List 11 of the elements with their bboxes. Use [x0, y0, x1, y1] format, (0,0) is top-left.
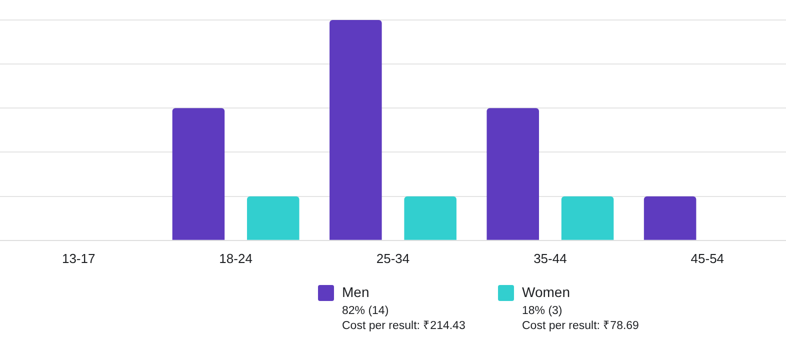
x-tick-label: 18-24 — [219, 250, 252, 266]
legend-label: Men — [342, 284, 370, 300]
text: Cost per result: ₹78.69 — [522, 319, 639, 334]
x-tick-label: 35-44 — [534, 250, 567, 266]
x-tick-label: 13-17 — [62, 250, 96, 266]
text: 18% (3) — [522, 304, 564, 319]
x-tick-label: 45-54 — [690, 250, 724, 266]
text: Cost per result: ₹214.43 — [342, 319, 466, 334]
x-tick-label: 25-34 — [376, 250, 410, 266]
text: 82% (14) — [342, 304, 390, 319]
legend-label: Women — [522, 284, 571, 300]
